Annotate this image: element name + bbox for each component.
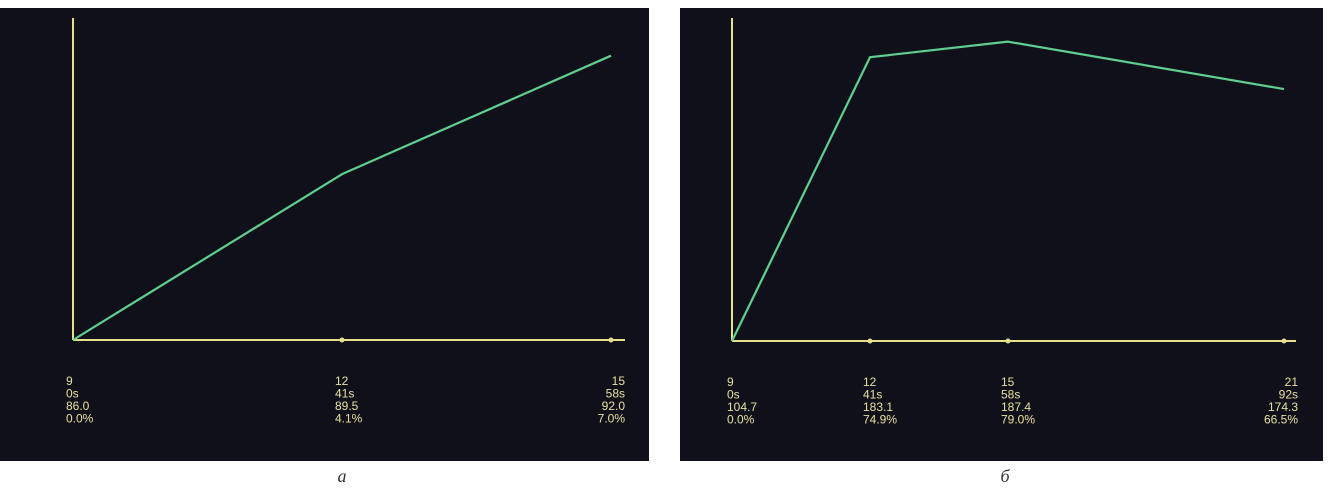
tick-label: 0s [66,387,79,401]
chart-panel-a: 9 0s 86.0 0.0% 12 41s 89.5 4.1% 15 58s 92.0 7.0% [0,8,649,461]
chart-panel-b: 9 0s 104.7 0.0% 12 41s 183.1 74.9% 15 58s 187.4 79.… [680,8,1323,461]
tick-label: 12 [863,375,877,389]
series-line [72,54,612,341]
tick-label: 89.5 [335,399,359,413]
tick-label: 183.1 [863,400,893,414]
tick-label: 15 [612,374,626,388]
x-tick-mark [608,337,614,343]
tick-label: 7.0% [598,412,626,426]
tick-label: 66.5% [1264,413,1298,427]
tick-label: 0s [727,388,740,402]
panel-label-a: а [337,466,347,486]
tick-label: 58s [1001,388,1020,402]
x-tick-mark [867,338,873,344]
tick-label: 0.0% [66,412,94,426]
tick-label: 12 [335,374,349,388]
tick-label: 74.9% [863,413,897,427]
tick-label: 92.0 [602,399,626,413]
tick-label: 86.0 [66,399,90,413]
tick-label: 58s [606,387,625,401]
tick-label: 41s [335,387,354,401]
tick-label: 174.3 [1268,400,1298,414]
panel-label-b: б [1000,466,1010,486]
tick-label: 104.7 [727,400,757,414]
x-tick-mark [1005,338,1011,344]
tick-label: 0.0% [727,413,755,427]
tick-label: 41s [863,388,882,402]
tick-label: 92s [1279,388,1298,402]
x-tick-mark [339,337,345,343]
tick-label: 21 [1285,375,1299,389]
tick-label: 4.1% [335,412,363,426]
tick-label: 187.4 [1001,400,1031,414]
x-tick-mark [1281,338,1287,344]
tick-label: 9 [727,375,734,389]
tick-label: 15 [1001,375,1015,389]
tick-label: 9 [66,374,73,388]
series-line [731,40,1285,342]
tick-label: 79.0% [1001,413,1035,427]
